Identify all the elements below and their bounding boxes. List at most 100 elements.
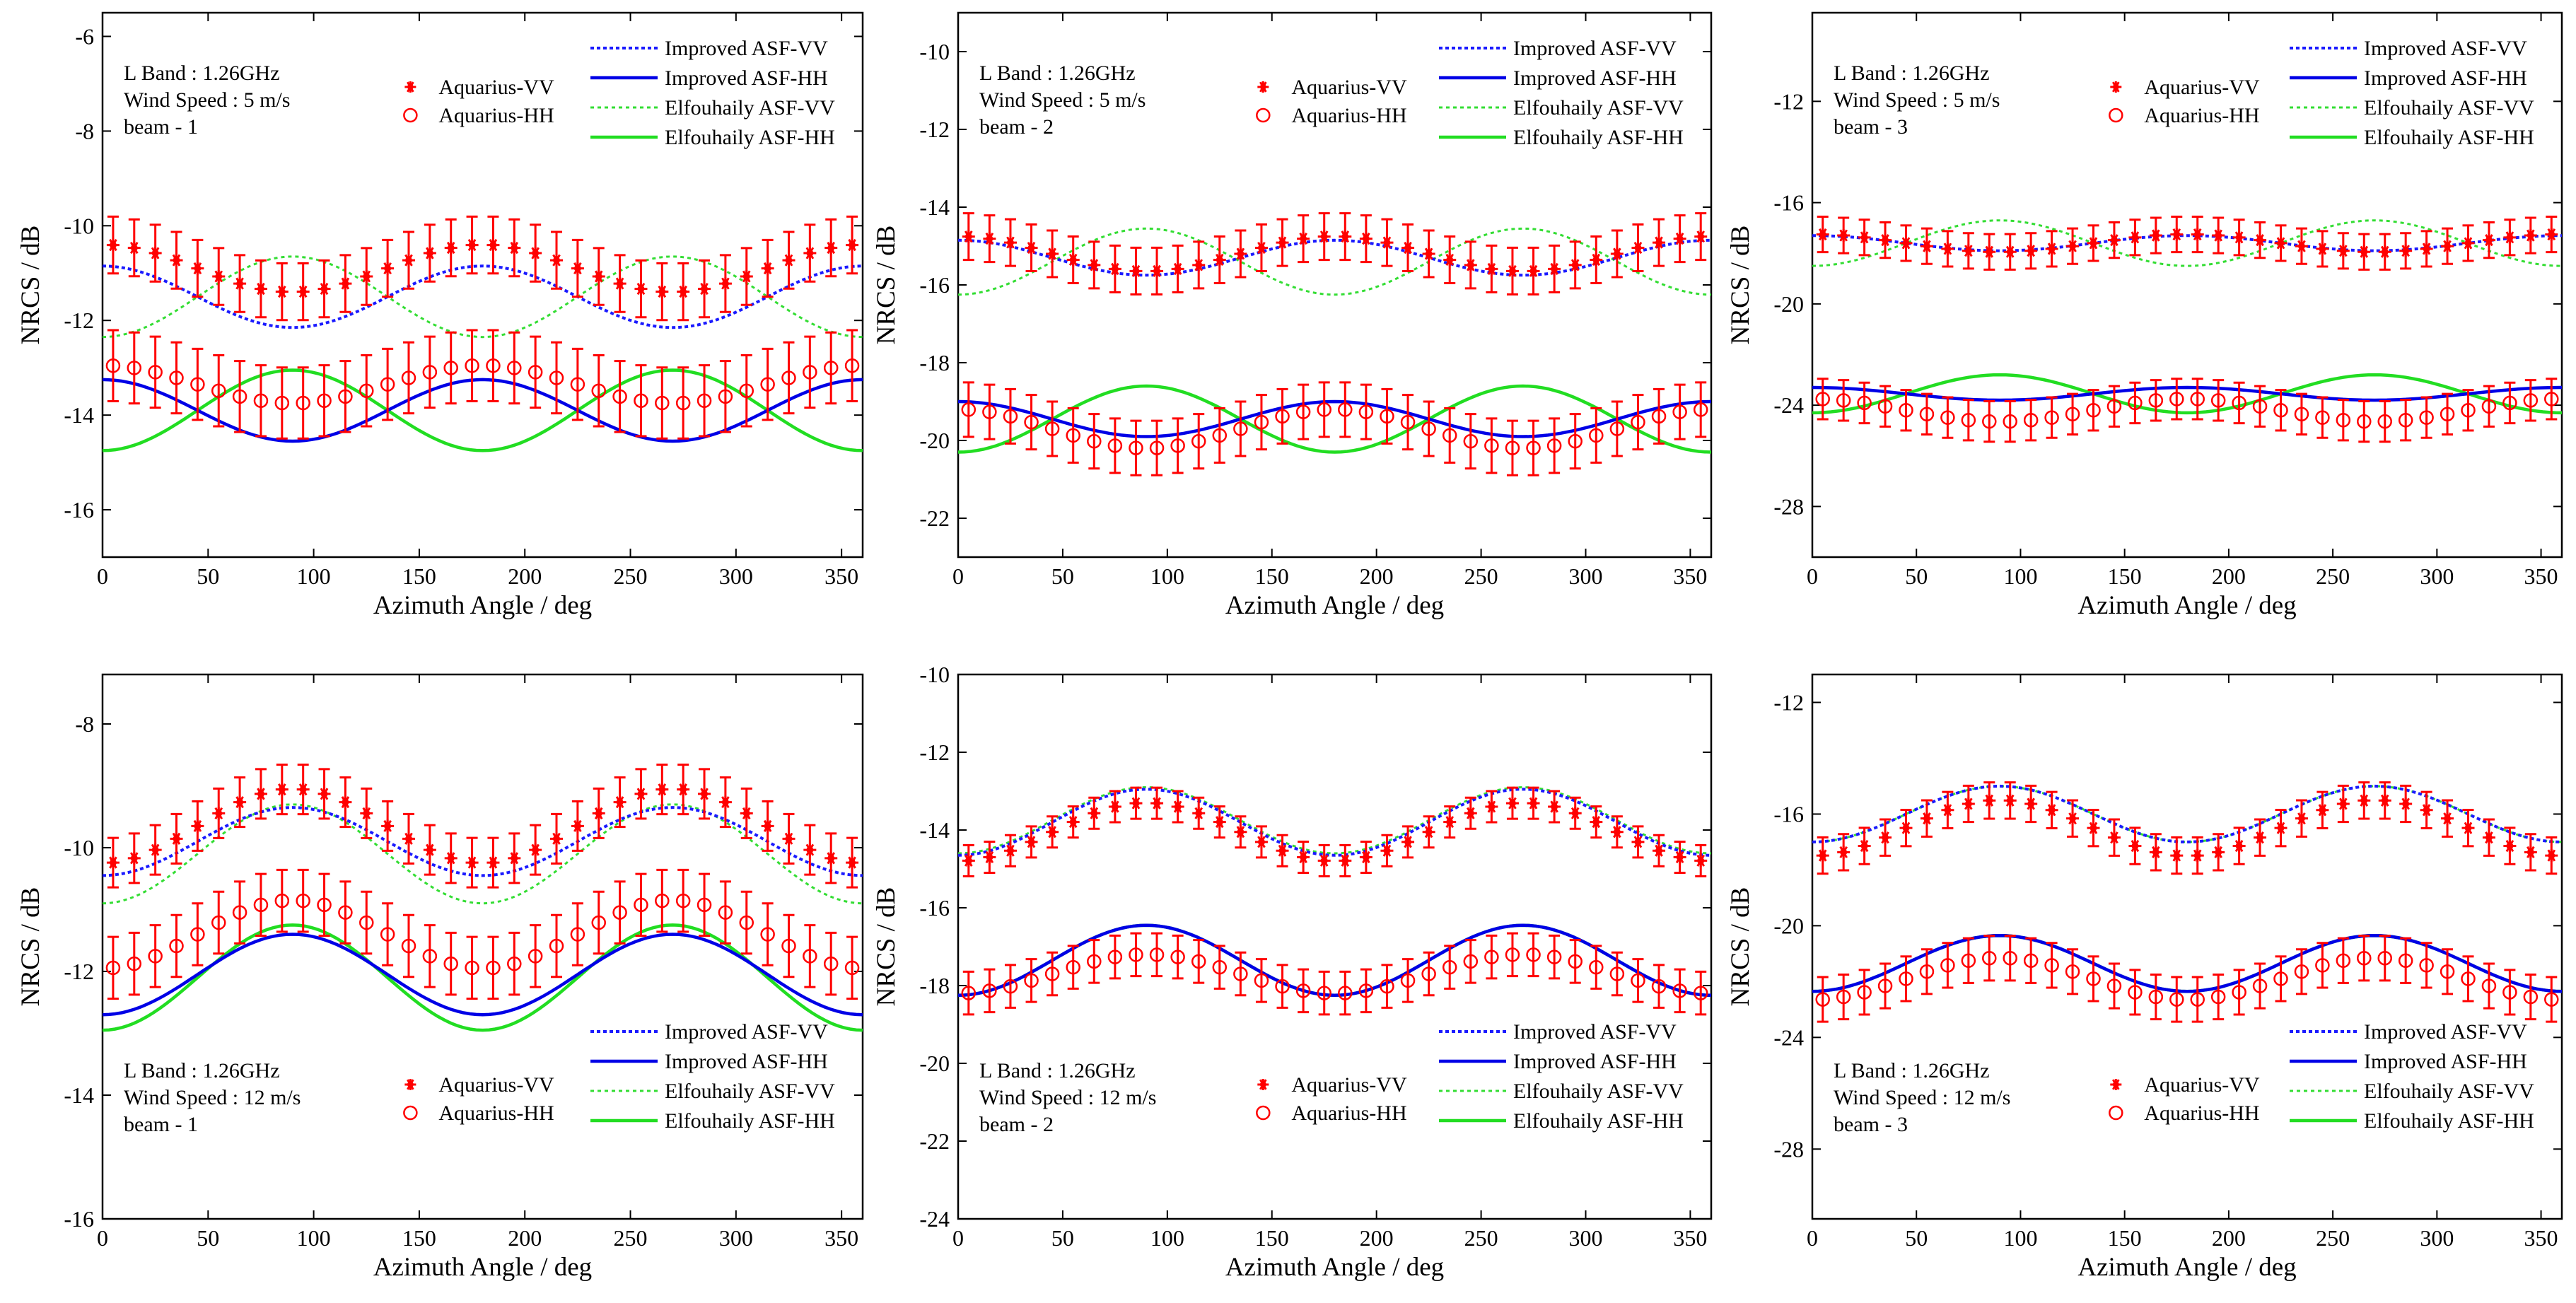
data-point-hh [1400,973,1416,988]
data-point-hh [1940,410,1955,425]
error-bar [1674,383,1686,440]
data-point-vv [275,285,289,298]
data-point-vv [2254,233,2267,247]
subplot-1: 0 50 100 150 200 250 300 350 -6 -8 -10 -12 -14 -16 Azi… [16,11,864,620]
legend-marker-vv [404,81,416,93]
error-bar [149,335,161,409]
error-bar [2004,399,2016,443]
data-point-hh [803,949,817,964]
data-point-vv [486,856,500,870]
data-point-hh [2232,395,2246,411]
error-bar [762,902,774,966]
error-bar [530,335,542,409]
series-aquarius-hh [105,329,860,440]
data-point-vv [2316,803,2329,817]
data-point-hh [2252,978,2268,993]
data-point-hh [1526,440,1541,455]
data-point-hh [675,395,691,411]
data-point-vv [1297,851,1310,864]
x-tick-label: 150 [1255,563,1289,589]
error-bar [1444,945,1456,990]
data-point-hh [1442,959,1457,975]
data-point-hh [1877,399,1893,414]
data-point-vv [2274,822,2287,835]
data-point-vv [1610,247,1624,260]
y-tick-label: -18 [919,973,950,998]
data-point-vv [2191,228,2204,241]
data-point-hh [2440,964,2455,979]
data-point-vv [2336,244,2350,257]
y-tick-label: -16 [1773,801,1804,826]
data-point-hh [2086,971,2101,986]
x-tick-label: 100 [1150,563,1184,589]
y-tick-label: -16 [64,497,94,522]
data-point-hh [961,986,977,1000]
error-bar [1590,945,1602,990]
y-tick-label: -8 [75,711,94,737]
error-bar [1942,396,1954,439]
data-point-vv [465,856,479,870]
data-point-vv [761,819,774,833]
info-wind-speed: Wind Speed : 5 m/s [1834,88,2000,112]
data-point-vv [106,238,120,252]
error-bar [107,329,119,402]
error-bar [1900,955,1912,1003]
data-point-hh [2502,985,2517,1000]
axes-frame [957,673,1713,1220]
data-point-vv [846,856,859,870]
x-tick-label: 200 [1360,563,1394,589]
data-point-hh [2461,971,2476,986]
legend-label-elfouhaily-vv: Elfouhaily ASF-VV [1513,96,1684,119]
x-tick-label: 0 [952,1225,964,1251]
data-point-vv [782,254,795,267]
data-point-hh [2065,407,2080,422]
y-tick-label: -16 [64,1206,94,1232]
data-point-hh [211,915,226,930]
error-bar [1527,932,1539,978]
data-point-vv [1962,797,1975,810]
error-bar [1632,958,1644,1003]
error-bar [656,868,668,933]
data-point-vv [2087,822,2100,835]
subplot-5: 0 50 100 150 200 250 300 350 -10 -12 -14 -16 -18 -20 -… [872,662,1713,1282]
x-tick-label: 0 [97,563,108,589]
error-bar [614,360,626,433]
data-point-vv [381,819,395,833]
data-point-hh [844,960,860,976]
error-bar [2254,962,2266,1010]
series-aquarius-vv [1816,215,2558,271]
data-point-vv [402,254,415,267]
data-point-vv [1899,236,1913,250]
data-point-vv [339,277,352,291]
series-aquarius-hh [1815,378,2559,443]
legend-marker-hh [1256,107,1271,123]
data-point-hh [655,893,670,908]
data-point-hh [2357,950,2372,966]
data-point-hh [1442,428,1457,443]
error-bar [1235,951,1247,997]
error-bar [1590,407,1602,464]
error-bar [2546,378,2558,421]
error-bar [1130,932,1142,978]
legend-label-improved-vv: Improved ASF-VV [1513,1020,1677,1044]
data-point-vv [634,282,648,296]
y-tick-label: -12 [919,740,950,765]
data-point-hh [1380,409,1394,424]
info-beam: beam - 3 [1834,1113,1908,1136]
error-bar [339,360,351,433]
x-tick-label: 50 [1051,1225,1074,1251]
data-point-hh [296,893,310,908]
data-point-hh [1129,440,1143,455]
data-point-hh [549,938,564,954]
data-point-vv [1443,815,1457,829]
data-point-vv [1505,264,1519,278]
x-tick-label: 100 [1150,1225,1184,1251]
data-point-hh [697,393,712,409]
error-bar [1109,934,1121,980]
data-point-hh [2398,953,2413,969]
data-point-vv [2336,797,2350,810]
legend-marker-vv [2110,1079,2122,1090]
error-bar [2067,392,2079,436]
error-bar [213,354,225,428]
y-axis-label: NRCS / dB [872,226,901,345]
